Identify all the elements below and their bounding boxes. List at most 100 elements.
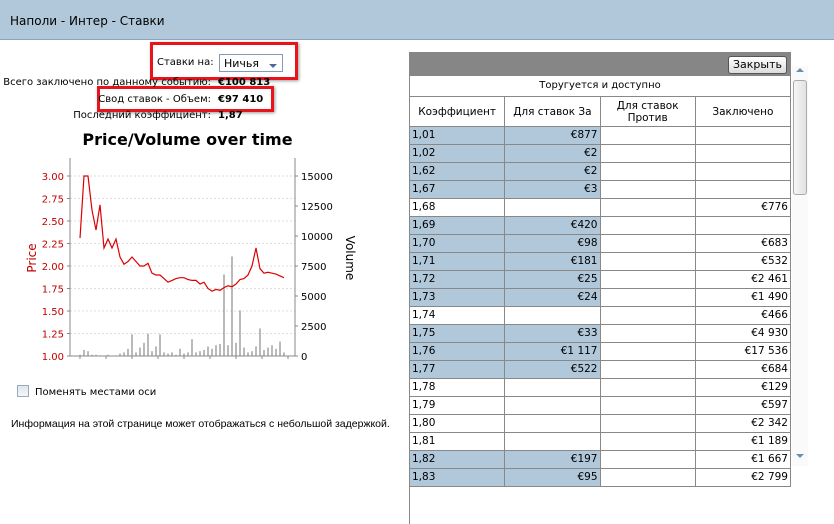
matched-cell: €683 <box>695 235 791 253</box>
against-cell <box>600 433 696 451</box>
against-cell <box>600 199 696 217</box>
table-header-row: Коэффициент Для ставок За Для ставок Про… <box>410 97 791 127</box>
scroll-down-icon[interactable] <box>796 454 804 458</box>
volume-bar <box>235 342 237 356</box>
volume-bar <box>263 350 265 356</box>
for-cell <box>505 307 601 325</box>
table-row[interactable]: 1,02 €2 <box>410 145 791 163</box>
against-cell <box>600 361 696 379</box>
table-row[interactable]: 1,75 €33 €4 930 <box>410 325 791 343</box>
total-matched-value: €100 813 <box>218 77 271 88</box>
table-row[interactable]: 1,77 €522 €684 <box>410 361 791 379</box>
y2-tick-label: 12500 <box>301 202 333 213</box>
for-cell: €25 <box>505 271 601 289</box>
table-row[interactable]: 1,82 €197 €1 667 <box>410 451 791 469</box>
table-row[interactable]: 1,62 €2 <box>410 163 791 181</box>
highlight-box-bets-on <box>150 42 298 80</box>
bets-on-selected-value: Ничья <box>224 57 260 70</box>
for-cell: €33 <box>505 325 601 343</box>
y2-tick-label: 15000 <box>301 172 333 183</box>
matched-cell: €1 189 <box>695 433 791 451</box>
odds-cell: 1,74 <box>410 307 506 325</box>
volume-bar <box>219 344 221 356</box>
for-cell <box>505 397 601 415</box>
matched-cell: €684 <box>695 361 791 379</box>
table-row[interactable]: 1,78 €129 <box>410 379 791 397</box>
scrollbar-thumb[interactable] <box>793 80 807 195</box>
volume-value: €97 410 <box>218 94 264 105</box>
table-row[interactable]: 1,79 €597 <box>410 397 791 415</box>
against-cell <box>600 289 696 307</box>
volume-bar <box>259 328 261 356</box>
table-row[interactable]: 1,81 €1 189 <box>410 433 791 451</box>
against-cell <box>600 181 696 199</box>
table-row[interactable]: 1,74 €466 <box>410 307 791 325</box>
odds-cell: 1,80 <box>410 415 506 433</box>
table-row[interactable]: 1,80 €2 342 <box>410 415 791 433</box>
volume-bar <box>251 351 253 356</box>
matched-cell: €466 <box>695 307 791 325</box>
table-row[interactable]: 1,70 €98 €683 <box>410 235 791 253</box>
for-cell: €1 117 <box>505 343 601 361</box>
close-button[interactable]: Закрыть <box>728 56 787 74</box>
for-cell: €98 <box>505 235 601 253</box>
volume-bar <box>107 354 109 356</box>
matched-cell: €17 536 <box>695 343 791 361</box>
volume-bar <box>203 350 205 356</box>
for-cell: €2 <box>505 163 601 181</box>
volume-bar <box>215 345 217 356</box>
odds-cell: 1,68 <box>410 199 506 217</box>
bets-on-select[interactable]: Ничья <box>219 54 283 72</box>
against-cell <box>600 469 696 487</box>
table-row[interactable]: 1,71 €181 €532 <box>410 253 791 271</box>
against-cell <box>600 397 696 415</box>
volume-bar <box>91 354 93 356</box>
matched-cell: €2 799 <box>695 469 791 487</box>
y2-axis-label: Volume <box>343 236 357 281</box>
matched-cell: €532 <box>695 253 791 271</box>
odds-cell: 1,77 <box>410 361 506 379</box>
for-cell <box>505 433 601 451</box>
table-row[interactable]: 1,68 €776 <box>410 199 791 217</box>
y-tick-label: 1.50 <box>42 307 64 318</box>
table-row[interactable]: 1,73 €24 €1 490 <box>410 289 791 307</box>
volume-bar <box>79 354 81 356</box>
for-cell <box>505 379 601 397</box>
table-row[interactable]: 1,69 €420 <box>410 217 791 235</box>
against-cell <box>600 343 696 361</box>
volume-bar <box>243 347 245 356</box>
y-tick-label: 1.00 <box>42 352 64 363</box>
table-row[interactable]: 1,01 €877 <box>410 127 791 145</box>
scroll-up-icon[interactable] <box>796 68 804 72</box>
odds-cell: 1,71 <box>410 253 506 271</box>
odds-cell: 1,81 <box>410 433 506 451</box>
matched-cell <box>695 181 791 199</box>
volume-bar <box>131 334 133 356</box>
column-header-odds: Коэффициент <box>410 97 506 127</box>
volume-bar <box>279 341 281 356</box>
for-cell <box>505 199 601 217</box>
volume-bar <box>135 352 137 356</box>
for-cell: €197 <box>505 451 601 469</box>
volume-bar <box>283 352 285 356</box>
swap-axes-checkbox[interactable] <box>17 385 29 397</box>
table-row[interactable]: 1,83 €95 €2 799 <box>410 469 791 487</box>
odds-cell: 1,78 <box>410 379 506 397</box>
matched-cell: €2 461 <box>695 271 791 289</box>
against-cell <box>600 271 696 289</box>
table-scrollbar[interactable] <box>792 66 808 466</box>
table-row[interactable]: 1,72 €25 €2 461 <box>410 271 791 289</box>
table-row[interactable]: 1,67 €3 <box>410 181 791 199</box>
matched-cell: €1 490 <box>695 289 791 307</box>
against-cell <box>600 307 696 325</box>
for-cell: €181 <box>505 253 601 271</box>
y-tick-label: 2.00 <box>42 262 64 273</box>
odds-cell: 1,01 <box>410 127 506 145</box>
against-cell <box>600 325 696 343</box>
y2-tick-label: 2500 <box>301 322 326 333</box>
volume-bar <box>123 352 125 356</box>
volume-bar <box>231 256 233 356</box>
for-cell: €2 <box>505 145 601 163</box>
table-row[interactable]: 1,76 €1 117 €17 536 <box>410 343 791 361</box>
volume-bar <box>239 310 241 356</box>
